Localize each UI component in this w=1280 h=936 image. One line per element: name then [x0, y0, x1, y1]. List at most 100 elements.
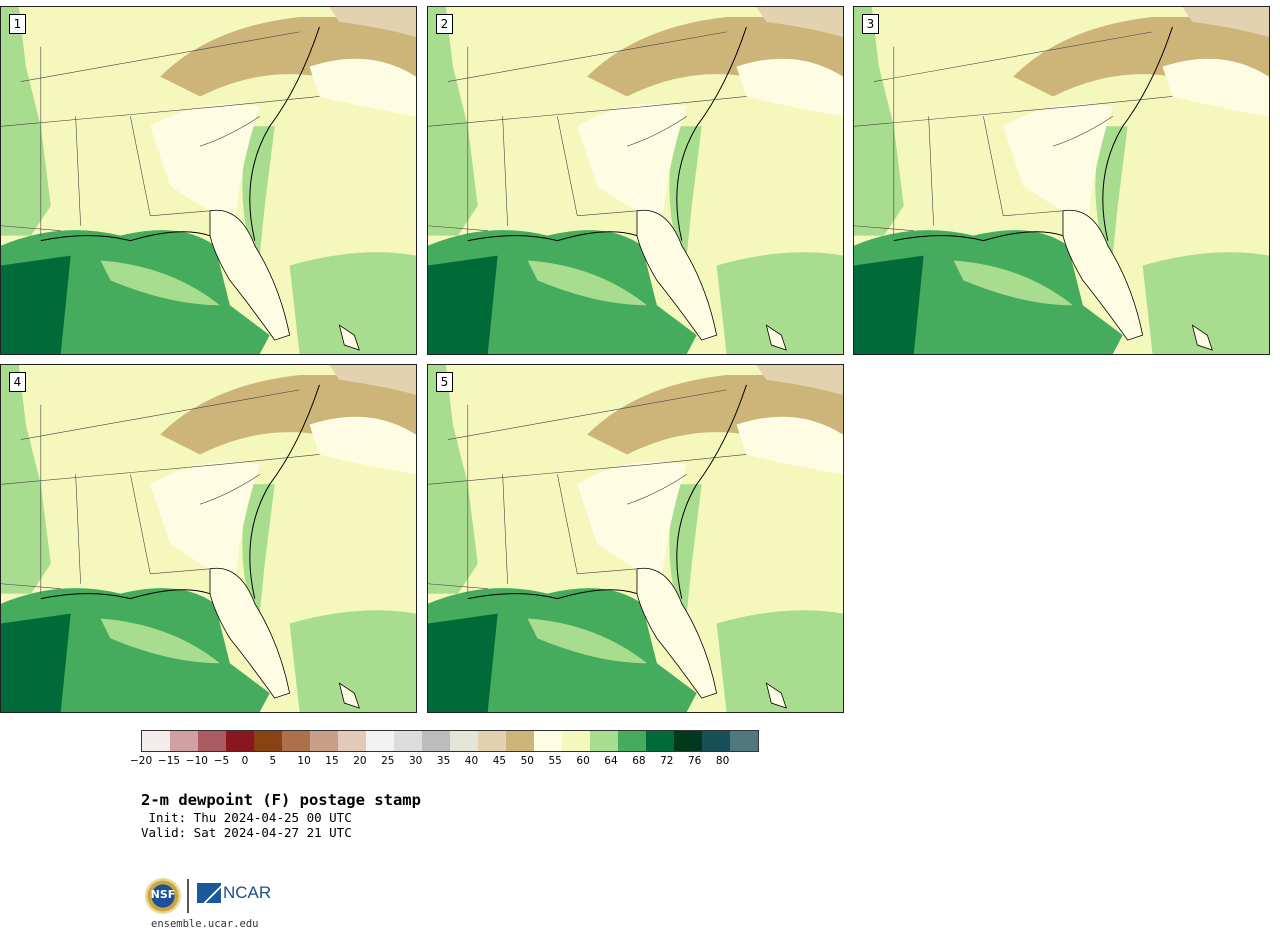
colorbar-swatch — [170, 731, 198, 751]
state-boundary — [447, 389, 727, 440]
atlantic-moist — [716, 610, 843, 712]
ncar-logo-text: NCAR — [223, 883, 272, 902]
gulf-band — [953, 260, 1073, 306]
chart-title: 2-m dewpoint (F) postage stamp — [141, 791, 421, 809]
ncar-logo: NCAR — [197, 883, 271, 903]
colorbar-tick-label: 40 — [464, 755, 479, 767]
gulf-dark-region — [1, 613, 71, 712]
very-dry-region — [329, 365, 416, 395]
colorbar-swatch — [142, 731, 170, 751]
colorbar-tick-label: 25 — [381, 755, 395, 767]
very-dry-region — [756, 7, 843, 37]
panel-label: 5 — [436, 372, 453, 392]
gulf-dark-region — [428, 255, 498, 354]
moist-region — [1, 365, 51, 594]
pale-offshore — [736, 58, 843, 117]
state-boundary — [1003, 210, 1064, 217]
dry-region — [1013, 16, 1269, 97]
state-boundary — [577, 210, 638, 217]
panel-label: 3 — [862, 14, 879, 34]
colorbar-swatch — [394, 731, 422, 751]
colorbar-tick-label: 20 — [353, 755, 367, 767]
very-dry-region — [329, 7, 416, 37]
island — [338, 324, 360, 351]
island — [338, 682, 360, 709]
panel-label: 4 — [9, 372, 26, 392]
gulf-band — [527, 260, 647, 306]
dewpoint-map — [428, 365, 843, 712]
colorbar-tick-label: −15 — [157, 755, 181, 767]
state-boundary — [428, 454, 747, 485]
very-dry-region — [756, 365, 843, 395]
colorbar-tick-label: −20 — [130, 755, 153, 767]
state-boundary — [130, 474, 151, 574]
colorbar-swatch — [422, 731, 450, 751]
florida-peninsula — [209, 567, 291, 699]
colorbar-tick-label: 50 — [520, 755, 534, 767]
moist-region — [428, 365, 478, 594]
florida-peninsula — [209, 209, 291, 341]
pale-region — [577, 461, 687, 584]
colorbar-swatch — [366, 731, 394, 751]
colorbar-swatch — [730, 731, 758, 751]
stamp-panel-1: 1 — [0, 6, 417, 355]
gulf-band — [527, 618, 647, 664]
very-dry-region — [1182, 7, 1269, 37]
colorbar-ticks: −20 −15 −10 −5 0 5 10 15 20 25 30 35 40 45 50 55 60 64 68 7… — [130, 755, 780, 771]
state-boundary — [199, 474, 260, 505]
colorbar-tick-label: 0 — [241, 755, 249, 767]
gulf-dark-region — [1, 255, 71, 354]
init-time: Init: Thu 2024-04-25 00 UTC — [141, 810, 352, 825]
state-boundary — [447, 31, 727, 82]
colorbar-swatch — [450, 731, 478, 751]
state-boundary — [199, 116, 260, 147]
gulf-band — [100, 618, 220, 664]
state-boundary — [130, 116, 151, 216]
colorbar-swatch — [534, 731, 562, 751]
dewpoint-map — [1, 7, 416, 354]
state-boundary — [1, 225, 61, 232]
state-boundary — [428, 583, 488, 590]
colorbar-tick-label: 10 — [297, 755, 311, 767]
state-boundary — [502, 474, 508, 584]
colorbar-tick-label: 80 — [715, 755, 730, 767]
moist-region — [1, 7, 51, 236]
state-boundary — [854, 96, 1173, 127]
colorbar-tick-label: 15 — [325, 755, 339, 767]
colorbar-swatch — [618, 731, 646, 751]
pale-offshore — [736, 416, 843, 475]
coastline — [40, 26, 320, 242]
state-boundary — [1, 454, 320, 485]
colorbar-swatch — [646, 731, 674, 751]
colorbar-swatch — [254, 731, 282, 751]
stamp-panel-3: 3 — [853, 6, 1270, 355]
pale-offshore — [1162, 58, 1269, 117]
state-boundary — [150, 210, 211, 217]
panel-label: 2 — [436, 14, 453, 34]
state-boundary — [983, 116, 1004, 216]
colorbar-tick-label: −5 — [213, 755, 230, 767]
coastal-band — [242, 126, 275, 256]
panel-label: 1 — [9, 14, 26, 34]
colorbar-tick-label: 60 — [576, 755, 590, 767]
colorbar-tick-label: 55 — [548, 755, 562, 767]
colorbar-tick-label: 35 — [436, 755, 451, 767]
gulf-dark-region — [854, 255, 924, 354]
colorbar-swatch — [562, 731, 590, 751]
state-boundary — [928, 116, 934, 226]
dewpoint-map — [854, 7, 1269, 354]
island — [765, 324, 787, 351]
moist-region — [854, 7, 904, 236]
state-boundary — [873, 31, 1153, 82]
state-boundary — [428, 96, 747, 127]
atlantic-moist — [1142, 252, 1269, 354]
state-boundary — [626, 474, 687, 505]
florida-peninsula — [636, 209, 718, 341]
pale-offshore — [309, 416, 416, 475]
colorbar-tick-label: 30 — [409, 755, 423, 767]
florida-peninsula — [636, 567, 718, 699]
stamp-panel-2: 2 — [427, 6, 844, 355]
pale-region — [150, 461, 260, 584]
coastal-band — [1095, 126, 1128, 256]
coastline — [467, 384, 747, 600]
